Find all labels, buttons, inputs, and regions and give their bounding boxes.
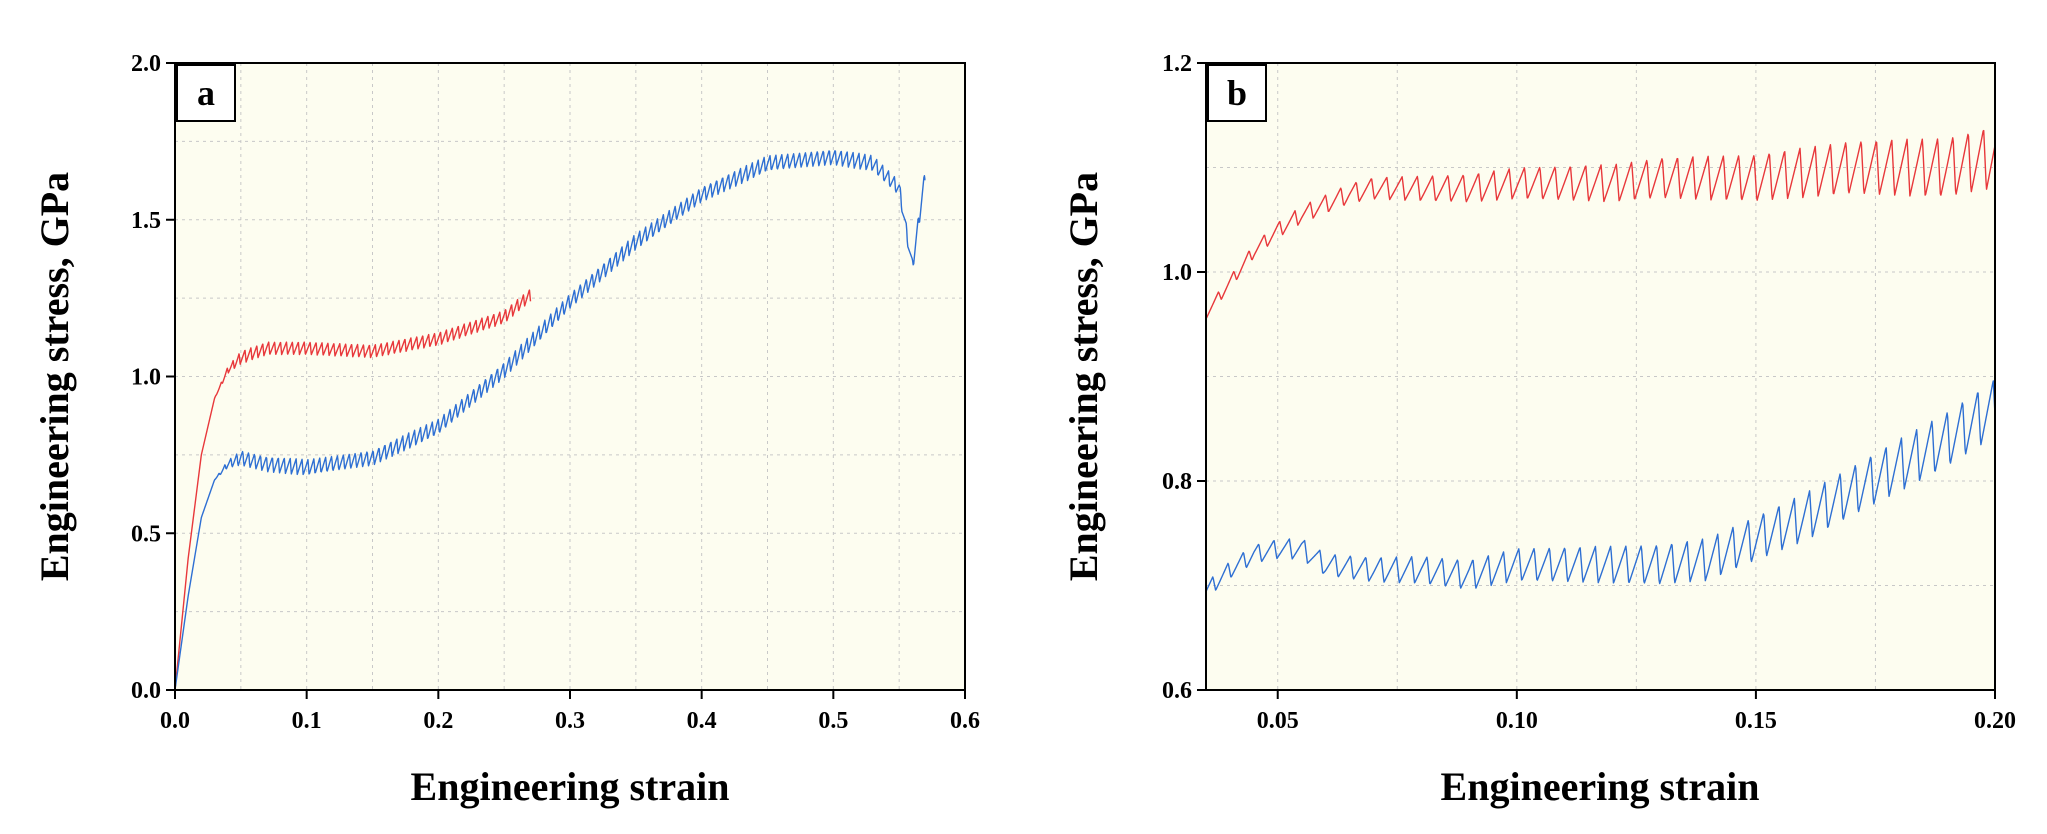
x-tick-label: 0.05 — [1257, 708, 1299, 734]
x-tick-label: 0.0 — [160, 708, 190, 734]
y-tick-label: 1.0 — [131, 365, 161, 391]
panel-tag-box — [1207, 64, 1267, 122]
panel-tag: b — [1207, 64, 1267, 122]
panel-tag: a — [176, 64, 236, 122]
panel-tag-label: b — [1227, 73, 1247, 113]
y-tick-label: 0.6 — [1162, 678, 1192, 704]
x-axis-title: Engineering strain — [1441, 764, 1760, 809]
series-line-blue — [1205, 380, 1996, 592]
series-line-blue — [174, 150, 926, 691]
x-tick-label: 0.6 — [950, 708, 980, 734]
x-tick-label: 0.20 — [1974, 708, 2016, 734]
x-tick-label: 0.5 — [818, 708, 848, 734]
y-axis-title: Engineering stress, GPa — [32, 172, 77, 581]
panel-b: 0.05 0.10 0.15 0.20 0.6 0.8 1.0 1.2 Engineering … — [1061, 51, 2016, 809]
x-tick-label: 0.10 — [1496, 708, 1538, 734]
y-tick-label: 1.2 — [1162, 51, 1192, 77]
x-tick-label: 0.4 — [687, 708, 717, 734]
x-tick-label: 0.15 — [1735, 708, 1777, 734]
y-tick-label: 2.0 — [131, 51, 161, 77]
x-tick-label: 0.1 — [292, 708, 322, 734]
x-tick-label: 0.2 — [423, 708, 453, 734]
axes: 0.0 0.1 0.2 0.3 0.4 0.5 0.6 0.0 0.5 1.0 1.5 2.0 — [131, 51, 980, 734]
gridlines — [175, 63, 965, 690]
panel-tag-box — [176, 64, 236, 122]
panel-tag-label: a — [197, 73, 215, 113]
y-tick-label: 0.5 — [131, 521, 161, 547]
y-tick-label: 1.5 — [131, 208, 161, 234]
x-tick-label: 0.3 — [555, 708, 585, 734]
series-line-red — [174, 289, 532, 691]
y-tick-label: 0.0 — [131, 678, 161, 704]
series-line-red — [1205, 129, 1996, 320]
x-axis-title: Engineering strain — [411, 764, 730, 809]
plot-frame — [1205, 62, 1996, 691]
y-tick-label: 0.8 — [1162, 469, 1192, 495]
y-tick-label: 1.0 — [1162, 260, 1192, 286]
y-axis-title: Engineering stress, GPa — [1061, 172, 1106, 581]
axes: 0.05 0.10 0.15 0.20 0.6 0.8 1.0 1.2 — [1162, 51, 2016, 734]
panel-a: 0.0 0.1 0.2 0.3 0.4 0.5 0.6 0.0 0.5 1.0 1.5 2.0 Engi… — [32, 51, 980, 809]
